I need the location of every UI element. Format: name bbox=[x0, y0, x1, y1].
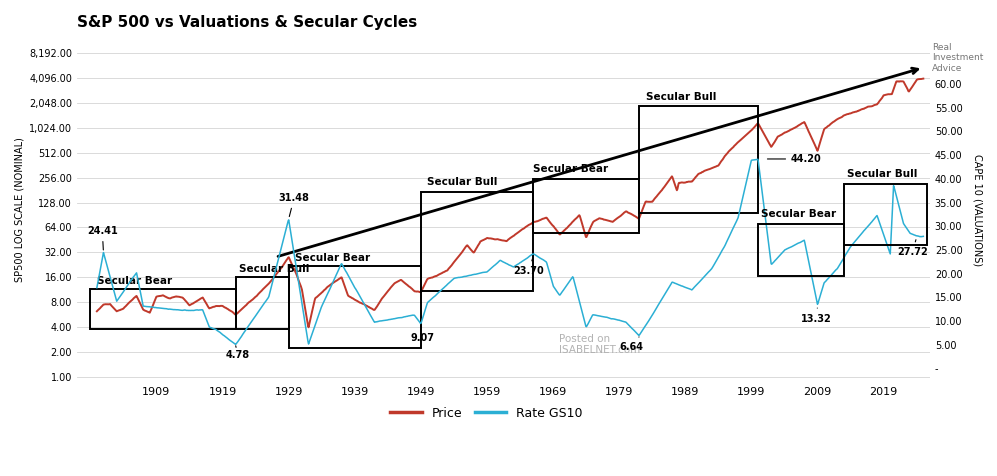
Text: Posted on
ISABELNET.com: Posted on ISABELNET.com bbox=[559, 334, 640, 356]
Bar bbox=[288, 266, 421, 348]
Text: Secular Bear: Secular Bear bbox=[295, 253, 370, 263]
Text: Secular Bull: Secular Bull bbox=[239, 264, 309, 274]
Text: Real
Investment
Advice: Real Investment Advice bbox=[932, 43, 984, 73]
Text: 4.78: 4.78 bbox=[225, 346, 250, 360]
Bar bbox=[639, 106, 758, 213]
Text: 6.64: 6.64 bbox=[619, 337, 643, 352]
Bar bbox=[758, 224, 844, 276]
Text: 24.41: 24.41 bbox=[87, 226, 118, 250]
Text: Secular Bear: Secular Bear bbox=[533, 165, 608, 175]
Bar bbox=[844, 184, 926, 245]
Text: 13.32: 13.32 bbox=[801, 308, 831, 324]
Bar bbox=[533, 178, 639, 233]
Legend: Price, Rate GS10: Price, Rate GS10 bbox=[386, 402, 587, 425]
Text: Secular Bear: Secular Bear bbox=[97, 276, 172, 286]
Text: Secular Bear: Secular Bear bbox=[762, 209, 836, 219]
Bar bbox=[235, 277, 288, 329]
Y-axis label: SP500 LOG SCALE (NOMINAL): SP500 LOG SCALE (NOMINAL) bbox=[15, 137, 25, 282]
Text: 31.48: 31.48 bbox=[279, 193, 309, 217]
Bar bbox=[91, 289, 235, 329]
Text: 27.72: 27.72 bbox=[897, 240, 927, 258]
Y-axis label: CAPE 10 (VALUATIONS): CAPE 10 (VALUATIONS) bbox=[972, 154, 982, 266]
Text: Secular Bull: Secular Bull bbox=[646, 92, 716, 102]
Text: Secular Bull: Secular Bull bbox=[428, 178, 498, 188]
Text: 23.70: 23.70 bbox=[513, 259, 544, 276]
Bar bbox=[421, 192, 533, 291]
Text: 44.20: 44.20 bbox=[768, 154, 822, 164]
Text: 9.07: 9.07 bbox=[411, 326, 435, 343]
Text: Secular Bull: Secular Bull bbox=[847, 169, 917, 179]
Text: S&P 500 vs Valuations & Secular Cycles: S&P 500 vs Valuations & Secular Cycles bbox=[77, 15, 418, 30]
